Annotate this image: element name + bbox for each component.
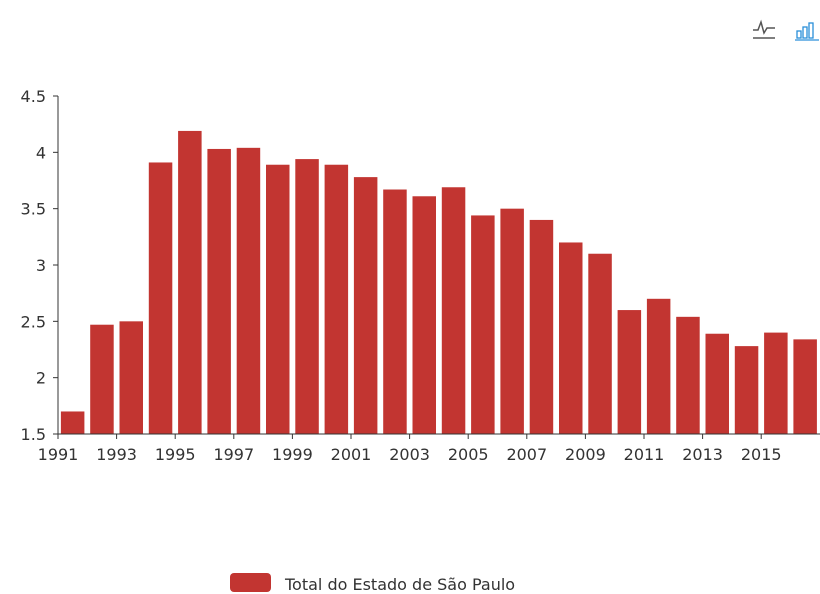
bar-2003[interactable] bbox=[412, 196, 437, 434]
bars-layer bbox=[60, 130, 817, 435]
bar-1997[interactable] bbox=[236, 147, 261, 434]
bar-2009[interactable] bbox=[588, 253, 612, 434]
bar-1995[interactable] bbox=[178, 130, 202, 434]
bar-1991[interactable] bbox=[60, 411, 85, 434]
bar-1996[interactable] bbox=[207, 148, 231, 434]
legend-swatch[interactable] bbox=[230, 573, 271, 592]
y-tick-label: 1.5 bbox=[21, 425, 46, 444]
x-tick-label: 2015 bbox=[741, 445, 782, 464]
bar-1993[interactable] bbox=[119, 321, 144, 434]
line-chart-icon bbox=[753, 19, 775, 39]
y-tick-label: 2 bbox=[36, 369, 46, 388]
bar-1998[interactable] bbox=[266, 164, 290, 435]
bar-chart-icon-bar-3 bbox=[808, 22, 814, 39]
bar-1992[interactable] bbox=[90, 324, 114, 434]
toolbar bbox=[751, 18, 820, 44]
line-chart-icon-path bbox=[753, 19, 775, 35]
bar-2012[interactable] bbox=[676, 316, 700, 434]
bar-2010[interactable] bbox=[617, 310, 642, 434]
bar-chart-button[interactable] bbox=[792, 18, 820, 44]
bar-2006[interactable] bbox=[500, 208, 524, 434]
bar-2008[interactable] bbox=[559, 242, 583, 434]
bar-2002[interactable] bbox=[383, 189, 407, 434]
y-tick-label: 2.5 bbox=[21, 312, 46, 331]
y-tick-label: 4.5 bbox=[21, 87, 46, 106]
x-tick-label: 1999 bbox=[272, 445, 313, 464]
bar-2016[interactable] bbox=[793, 339, 817, 434]
bar-1994[interactable] bbox=[148, 162, 173, 434]
x-tick-label: 2005 bbox=[448, 445, 489, 464]
bar-2001[interactable] bbox=[353, 177, 378, 434]
bar-2015[interactable] bbox=[764, 332, 788, 434]
bar-chart-icon bbox=[795, 22, 819, 41]
y-tick-label: 4 bbox=[36, 143, 46, 162]
x-tick-label: 2011 bbox=[624, 445, 665, 464]
bar-1999[interactable] bbox=[295, 159, 319, 434]
x-tick-label: 2001 bbox=[331, 445, 372, 464]
bar-2000[interactable] bbox=[324, 164, 349, 435]
x-tick-label: 1995 bbox=[155, 445, 196, 464]
y-tick-label: 3.5 bbox=[21, 200, 46, 219]
bar-chart-icon-bar-1 bbox=[796, 30, 802, 39]
line-chart-button[interactable] bbox=[751, 18, 777, 44]
x-tick-label: 2009 bbox=[565, 445, 606, 464]
legend[interactable]: Total do Estado de São Paulo bbox=[230, 573, 515, 594]
axes-layer: 1.5 2 2.5 3 3.5 4 4.5 1991 1993 1995 1997 1999 2001 2… bbox=[21, 87, 820, 464]
x-tick-label: 1997 bbox=[213, 445, 254, 464]
bar-chart-icon-bar-2 bbox=[802, 26, 808, 39]
bar-2013[interactable] bbox=[705, 333, 730, 434]
x-tick-label: 1991 bbox=[38, 445, 79, 464]
x-tick-label: 2003 bbox=[389, 445, 430, 464]
legend-label[interactable]: Total do Estado de São Paulo bbox=[284, 575, 515, 594]
bar-2005[interactable] bbox=[471, 215, 495, 434]
bar-2004[interactable] bbox=[441, 187, 466, 434]
bar-2011[interactable] bbox=[646, 298, 671, 434]
y-tick-label: 3 bbox=[36, 256, 46, 275]
x-tick-label: 2013 bbox=[682, 445, 723, 464]
bar-2014[interactable] bbox=[734, 346, 759, 434]
bar-2007[interactable] bbox=[529, 219, 554, 434]
x-tick-label: 1993 bbox=[96, 445, 137, 464]
x-tick-label: 2007 bbox=[506, 445, 547, 464]
